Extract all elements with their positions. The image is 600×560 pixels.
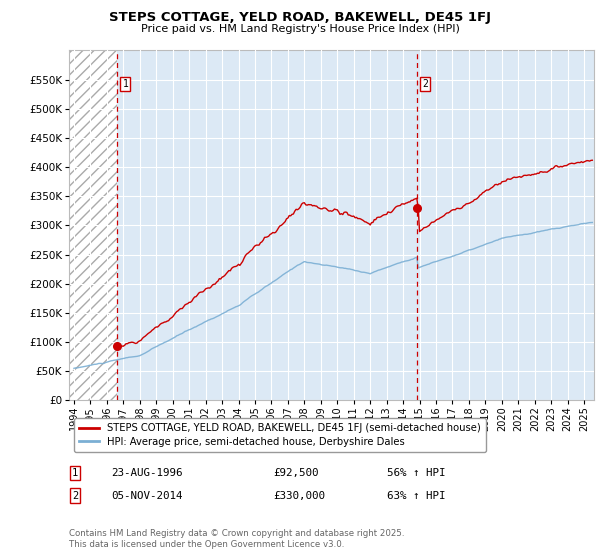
Text: 63% ↑ HPI: 63% ↑ HPI <box>387 491 445 501</box>
Text: £92,500: £92,500 <box>273 468 319 478</box>
Text: 2: 2 <box>422 78 428 88</box>
Text: 56% ↑ HPI: 56% ↑ HPI <box>387 468 445 478</box>
Bar <box>69 50 118 400</box>
Text: £330,000: £330,000 <box>273 491 325 501</box>
Text: Price paid vs. HM Land Registry's House Price Index (HPI): Price paid vs. HM Land Registry's House … <box>140 24 460 34</box>
Legend: STEPS COTTAGE, YELD ROAD, BAKEWELL, DE45 1FJ (semi-detached house), HPI: Average: STEPS COTTAGE, YELD ROAD, BAKEWELL, DE45… <box>74 418 486 452</box>
Text: 05-NOV-2014: 05-NOV-2014 <box>111 491 182 501</box>
Text: 23-AUG-1996: 23-AUG-1996 <box>111 468 182 478</box>
Bar <box>69 50 118 400</box>
Text: STEPS COTTAGE, YELD ROAD, BAKEWELL, DE45 1FJ: STEPS COTTAGE, YELD ROAD, BAKEWELL, DE45… <box>109 11 491 24</box>
Text: 1: 1 <box>72 468 78 478</box>
Text: 2: 2 <box>72 491 78 501</box>
Text: Contains HM Land Registry data © Crown copyright and database right 2025.
This d: Contains HM Land Registry data © Crown c… <box>69 529 404 549</box>
Text: 1: 1 <box>122 78 128 88</box>
